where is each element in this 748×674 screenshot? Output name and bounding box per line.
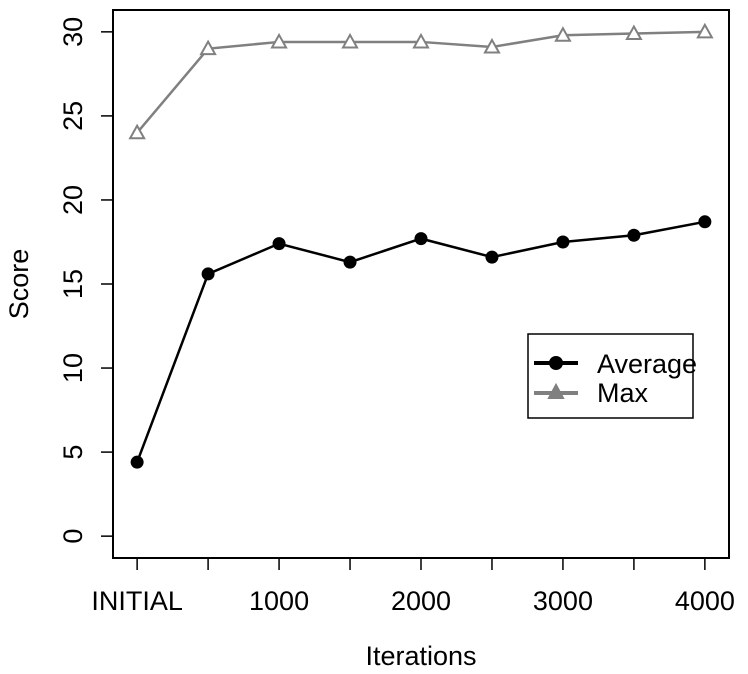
- x-tick-label-1: 1000: [249, 586, 309, 616]
- point-average-8: [698, 215, 712, 229]
- legend-label-average: Average: [597, 349, 697, 379]
- point-max-4: [412, 32, 430, 49]
- point-average-6: [556, 235, 570, 249]
- y-tick-label-2: 10: [58, 353, 88, 383]
- x-axis-title: Iterations: [365, 641, 476, 671]
- point-max-6: [554, 26, 572, 42]
- y-tick-label-4: 20: [58, 185, 88, 215]
- legend-marker-max: [547, 382, 565, 399]
- legend: Average Max: [527, 333, 697, 419]
- x-axis: INITIAL 1000 2000 3000 4000: [91, 558, 735, 616]
- point-average-7: [627, 228, 641, 242]
- point-average-3: [343, 255, 357, 269]
- point-max-2: [270, 32, 288, 49]
- x-tick-label-3: 3000: [533, 586, 593, 616]
- point-average-0: [130, 455, 144, 469]
- point-max-0: [128, 123, 146, 140]
- y-tick-label-6: 30: [58, 17, 88, 47]
- point-max-7: [625, 24, 643, 41]
- x-tick-label-4: 4000: [675, 586, 735, 616]
- y-axis: 0 5 10 15 20 25 30: [58, 17, 113, 544]
- point-max-5: [483, 37, 501, 54]
- x-tick-label-2: 2000: [391, 586, 451, 616]
- point-average-4: [414, 232, 428, 246]
- y-tick-label-1: 5: [58, 445, 88, 460]
- point-max-3: [341, 32, 359, 49]
- point-max-1: [199, 39, 217, 56]
- legend-marker-average: [549, 356, 563, 370]
- point-average-5: [485, 250, 499, 264]
- y-tick-label-5: 25: [58, 101, 88, 131]
- point-average-2: [272, 237, 286, 251]
- legend-box: [527, 333, 694, 419]
- series-layer: [128, 22, 714, 469]
- x-tick-label-0: INITIAL: [91, 586, 183, 616]
- y-axis-title: Score: [4, 249, 34, 320]
- point-average-1: [201, 267, 215, 281]
- legend-label-max: Max: [597, 378, 649, 408]
- point-max-8: [696, 22, 714, 39]
- y-tick-label-3: 15: [58, 269, 88, 299]
- y-tick-label-0: 0: [58, 529, 88, 544]
